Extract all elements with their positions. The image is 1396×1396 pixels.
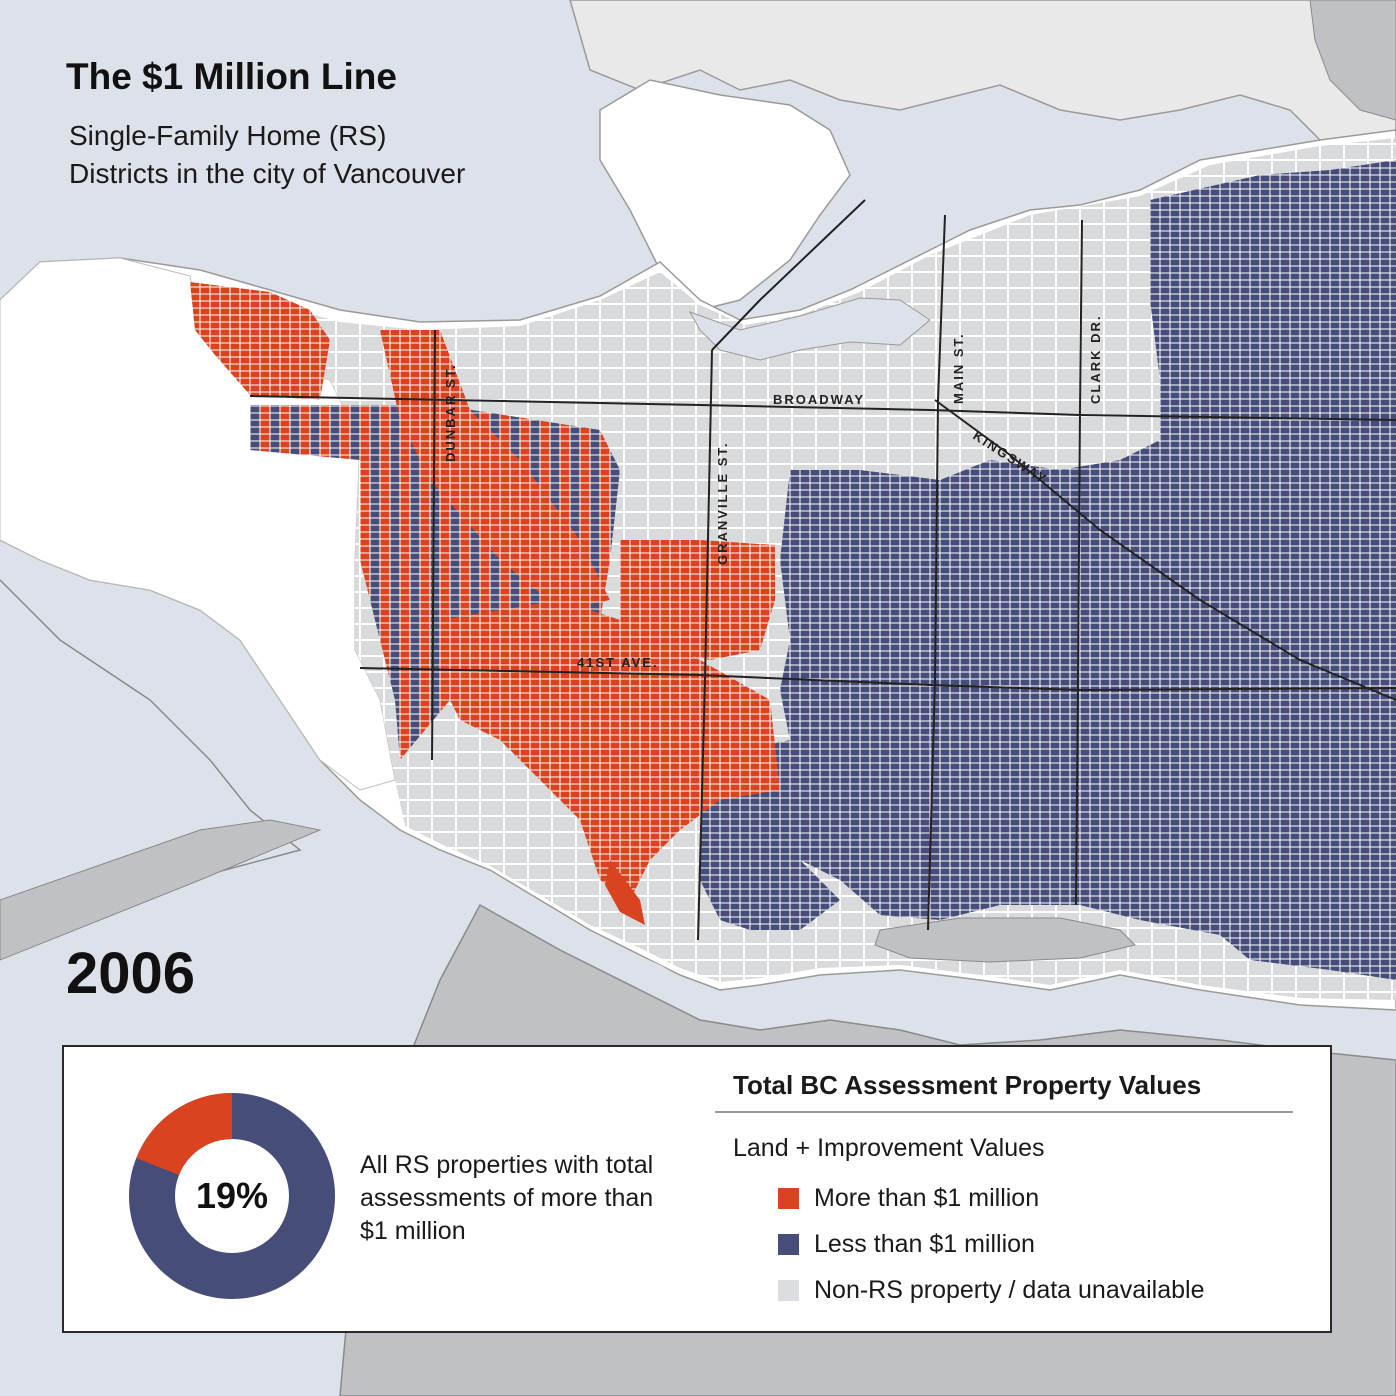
legend-divider [715,1111,1293,1113]
clark-label: CLARK DR. [1088,315,1103,405]
legend-item-below: Less than $1 million [778,1229,1035,1259]
clark-road [1075,219,1083,906]
page-subtitle: Single-Family Home (RS) Districts in the… [69,117,589,193]
granville-road [697,349,713,941]
stanley-park [599,79,851,311]
river-island [874,917,1136,963]
rs-above-1m-shaughnessy [620,540,775,660]
legend-swatch-above [778,1187,799,1209]
legend-label-nonrs: Non-RS property / data unavailable [814,1275,1205,1304]
broadway-label: BROADWAY [773,392,865,407]
percent-donut [129,1093,335,1299]
legend-label-below: Less than $1 million [814,1229,1035,1258]
subtitle-line-2: Districts in the city of Vancouver [69,158,466,189]
percent-value: 19% [195,1175,269,1216]
rs-above-1m-pointgrey [190,282,330,400]
avenue-41-road [359,667,1396,692]
rs-below-1m-east [780,160,1396,980]
legend-item-nonrs: Non-RS property / data unavailable [778,1275,1205,1305]
granville-label: GRANVILLE ST. [715,441,730,565]
legend-swatch-below [778,1233,799,1255]
southwest-shore [0,579,302,931]
outside-city-north [1309,0,1396,121]
kingsway-road [934,399,1396,701]
granville-bridge [711,199,866,351]
legend-subtitle: Land + Improvement Values [733,1134,1045,1162]
dunbar-label: DUNBAR ST. [443,363,458,462]
broadway-road [249,395,1396,421]
main-road [927,214,946,931]
year-label: 2006 [66,941,196,1006]
legend-title: Total BC Assessment Property Values [733,1070,1202,1100]
southwest-spit [0,819,322,961]
legend-item-above: More than $1 million [778,1183,1039,1213]
legend-swatch-nonrs [778,1279,799,1301]
page-title: The $1 Million Line [66,56,397,97]
ave41-label: 41ST AVE. [577,655,659,670]
dunbar-road [431,329,436,761]
main-label: MAIN ST. [951,332,966,404]
arterial-roads [249,199,1396,941]
percent-description: All RS properties with total assessments… [360,1151,654,1245]
legend-label-above: More than $1 million [814,1183,1040,1212]
subtitle-line-1: Single-Family Home (RS) [69,120,387,151]
rs-above-1m-southlands [605,860,645,925]
false-creek [688,297,931,361]
